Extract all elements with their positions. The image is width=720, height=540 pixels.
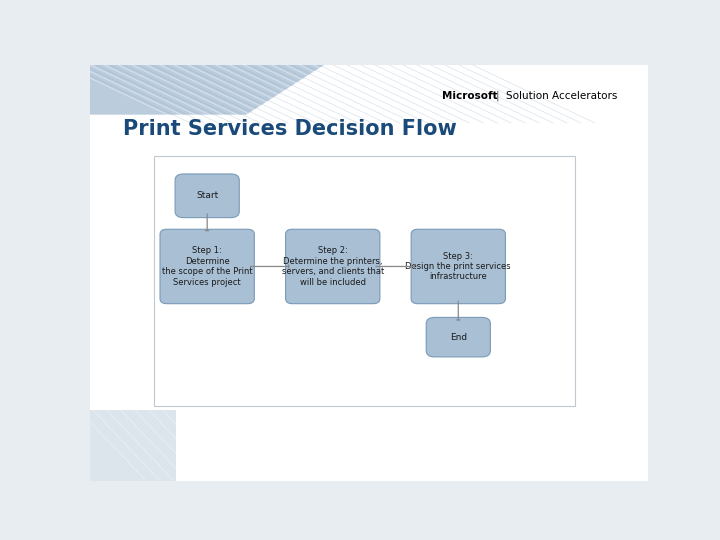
FancyBboxPatch shape — [175, 174, 239, 218]
Text: End: End — [450, 333, 467, 342]
Polygon shape — [90, 65, 324, 114]
FancyBboxPatch shape — [90, 65, 648, 481]
FancyBboxPatch shape — [286, 230, 380, 303]
Polygon shape — [90, 410, 176, 481]
Text: Microsoft: Microsoft — [441, 91, 498, 101]
FancyBboxPatch shape — [411, 230, 505, 303]
Text: Start: Start — [196, 191, 218, 200]
FancyBboxPatch shape — [160, 230, 254, 303]
Text: Step 2:
Determine the printers,
servers, and clients that
will be included: Step 2: Determine the printers, servers,… — [282, 246, 384, 287]
Text: Step 1:
Determine
the scope of the Print
Services project: Step 1: Determine the scope of the Print… — [162, 246, 253, 287]
Text: Solution Accelerators: Solution Accelerators — [505, 91, 617, 101]
Text: Print Services Decision Flow: Print Services Decision Flow — [124, 119, 457, 139]
Text: |: | — [495, 91, 499, 101]
FancyBboxPatch shape — [426, 318, 490, 357]
Text: Step 3:
Design the print services
infrastructure: Step 3: Design the print services infras… — [405, 252, 511, 281]
